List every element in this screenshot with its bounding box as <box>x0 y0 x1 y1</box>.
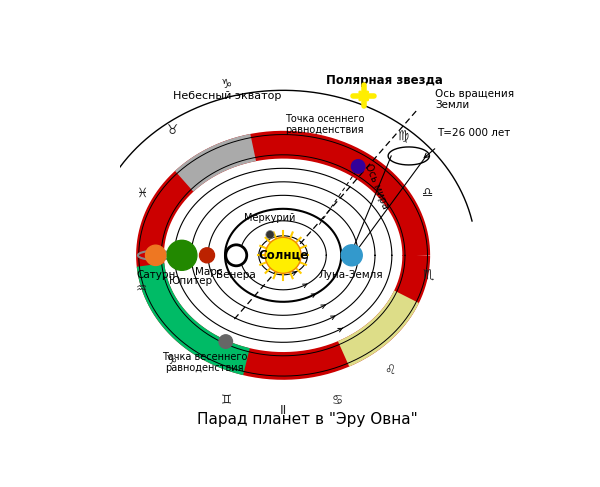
Circle shape <box>167 240 197 270</box>
Text: ♋: ♋ <box>332 394 343 407</box>
Text: Ось вращения
Земли: Ось вращения Земли <box>435 89 514 111</box>
Text: Юпитер: Юпитер <box>169 276 214 286</box>
Circle shape <box>226 245 247 266</box>
Circle shape <box>219 335 233 348</box>
Text: Точка осеннего
равноденствия: Точка осеннего равноденствия <box>284 113 364 135</box>
Text: Венера: Венера <box>217 270 256 281</box>
Text: II: II <box>280 404 287 417</box>
Text: Марс: Марс <box>195 267 223 277</box>
Text: Сатурн: Сатурн <box>136 270 175 281</box>
Circle shape <box>266 230 274 239</box>
Text: Меркурий: Меркурий <box>244 213 296 224</box>
Circle shape <box>341 245 362 266</box>
Text: ♒: ♒ <box>136 281 148 295</box>
Text: ♏: ♏ <box>423 269 434 282</box>
Text: ♓: ♓ <box>136 187 148 200</box>
Text: ♑: ♑ <box>221 78 233 91</box>
Text: ♊: ♊ <box>221 394 233 407</box>
Text: Точка весеннего
равноденствия: Точка весеннего равноденствия <box>161 352 247 373</box>
Circle shape <box>265 237 301 273</box>
Circle shape <box>146 245 166 265</box>
Text: ♉: ♉ <box>167 124 178 137</box>
Text: Небесный экватор: Небесный экватор <box>173 91 281 101</box>
Text: Парад планет в "Эру Овна": Парад планет в "Эру Овна" <box>197 412 418 427</box>
Text: ♌: ♌ <box>385 364 395 377</box>
Text: Луна-Земля: Луна-Земля <box>319 270 383 281</box>
Text: Солнце: Солнце <box>258 249 308 262</box>
Circle shape <box>352 160 365 173</box>
Text: ♑: ♑ <box>166 354 178 367</box>
Text: ♍: ♍ <box>397 131 409 144</box>
Text: Ось мира: Ось мира <box>363 162 391 210</box>
Circle shape <box>200 248 215 263</box>
Text: Т=26 000 лет: Т=26 000 лет <box>437 129 510 138</box>
Circle shape <box>360 92 367 100</box>
Text: Полярная звезда: Полярная звезда <box>326 75 443 88</box>
Text: ♎: ♎ <box>422 187 433 200</box>
